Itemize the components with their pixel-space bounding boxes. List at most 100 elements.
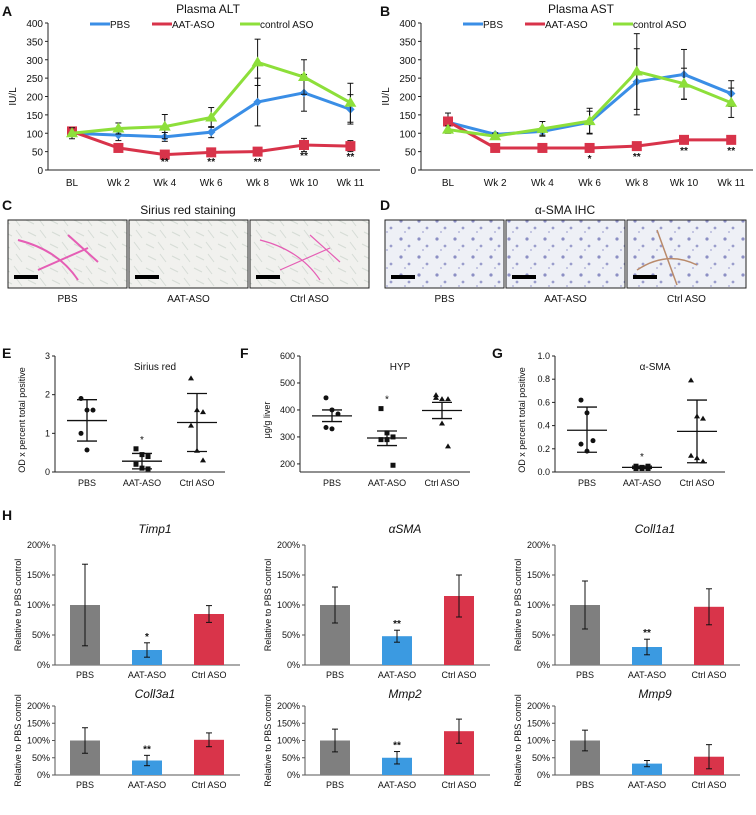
significance-marker: ** bbox=[254, 157, 262, 168]
y-tick-label: 100% bbox=[277, 736, 300, 746]
data-point bbox=[584, 142, 595, 153]
y-tick-label: 100% bbox=[527, 736, 550, 746]
x-tick-label: Wk 2 bbox=[484, 178, 507, 189]
data-point bbox=[200, 409, 206, 415]
chart-title: αSMA bbox=[389, 522, 422, 536]
y-axis-label: μg/g liver bbox=[262, 402, 272, 439]
y-tick-label: 300 bbox=[399, 56, 416, 67]
legend-label: control ASO bbox=[633, 20, 687, 31]
micrograph-label: Ctrl ASO bbox=[667, 294, 706, 305]
chart-title: Coll3a1 bbox=[135, 687, 176, 701]
micrograph-label: PBS bbox=[57, 294, 77, 305]
y-tick-label: 0.6 bbox=[537, 397, 550, 407]
legend-label: AAT-ASO bbox=[172, 20, 215, 31]
data-point bbox=[298, 71, 310, 82]
data-point bbox=[78, 430, 84, 436]
legend-label: AAT-ASO bbox=[545, 20, 588, 31]
scale-bar bbox=[135, 275, 159, 279]
y-tick-label: 50% bbox=[282, 753, 300, 763]
y-tick-label: 500 bbox=[280, 378, 295, 388]
x-tick-label: Wk 4 bbox=[153, 178, 176, 189]
y-tick-label: 100 bbox=[399, 129, 416, 140]
data-point bbox=[384, 437, 390, 443]
y-tick-label: 200% bbox=[27, 540, 50, 550]
data-point bbox=[194, 407, 200, 413]
bar-chart-5: Timp1 0% 50% 100% 150% 200% Relative to PBS co… bbox=[13, 522, 240, 680]
fibrosis-stain bbox=[259, 234, 341, 281]
x-tick-label: Wk 8 bbox=[625, 178, 648, 189]
data-point bbox=[188, 375, 194, 381]
data-point bbox=[378, 406, 384, 412]
sma-stain bbox=[636, 229, 698, 286]
y-tick-label: 150% bbox=[277, 570, 300, 580]
data-point bbox=[159, 149, 170, 160]
y-tick-label: 200% bbox=[527, 701, 550, 711]
line-chart-0: Plasma ALT 0 50 100 150 200 250 300 350 400 IU/L BL… bbox=[8, 2, 380, 189]
x-tick-label: AAT-ASO bbox=[628, 670, 666, 680]
x-tick-label: Ctrl ASO bbox=[441, 670, 476, 680]
data-point bbox=[726, 134, 737, 145]
x-tick-label: Wk 6 bbox=[578, 178, 601, 189]
y-tick-label: 300 bbox=[280, 432, 295, 442]
significance-marker: ** bbox=[393, 619, 401, 630]
x-tick-label: Ctrl ASO bbox=[441, 780, 476, 790]
legend-label: PBS bbox=[110, 20, 130, 31]
x-tick-label: AAT-ASO bbox=[378, 670, 416, 680]
micrograph-panel-1: α-SMA IHC PBS AAT-ASO Ctrl ASO bbox=[384, 203, 747, 305]
y-tick-label: 0% bbox=[37, 770, 50, 780]
data-point bbox=[139, 452, 145, 458]
chart-title: Sirius red bbox=[134, 362, 176, 373]
data-point bbox=[630, 65, 643, 76]
panel-letter: E bbox=[2, 345, 11, 361]
data-point bbox=[688, 377, 694, 383]
data-point bbox=[433, 394, 439, 400]
scale-bar bbox=[14, 275, 38, 279]
bar-chart-6: αSMA 0% 50% 100% 150% 200% Relative to PBS con… bbox=[263, 522, 490, 680]
data-point bbox=[114, 130, 123, 140]
y-axis-label: IU/L bbox=[8, 87, 19, 106]
significance-marker: ** bbox=[300, 151, 308, 162]
x-tick-label: PBS bbox=[578, 478, 596, 488]
y-tick-label: 150% bbox=[527, 570, 550, 580]
chart-title: Plasma ALT bbox=[176, 2, 240, 16]
data-point bbox=[678, 77, 690, 88]
x-tick-label: AAT-ASO bbox=[128, 780, 166, 790]
data-point bbox=[200, 457, 206, 463]
data-point bbox=[133, 461, 139, 467]
x-tick-label: AAT-ASO bbox=[628, 780, 666, 790]
y-tick-label: 250 bbox=[26, 74, 43, 85]
chart-title: Plasma AST bbox=[548, 2, 615, 16]
y-tick-label: 0% bbox=[537, 660, 550, 670]
y-axis-label: Relative to PBS control bbox=[263, 694, 273, 787]
data-point bbox=[158, 120, 171, 131]
data-point bbox=[329, 407, 335, 413]
y-axis-label: OD x percent total positive bbox=[517, 367, 527, 473]
panel-letter: B bbox=[380, 3, 390, 19]
data-point bbox=[439, 420, 445, 426]
data-point bbox=[188, 422, 194, 428]
y-tick-label: 50% bbox=[532, 753, 550, 763]
y-tick-label: 150 bbox=[399, 111, 416, 122]
y-tick-label: 50% bbox=[32, 630, 50, 640]
data-point bbox=[583, 115, 596, 126]
y-tick-label: 0% bbox=[537, 770, 550, 780]
chart-title: Timp1 bbox=[138, 522, 171, 536]
data-point bbox=[139, 465, 145, 471]
y-tick-label: 150% bbox=[27, 570, 50, 580]
data-point bbox=[590, 438, 596, 444]
data-point bbox=[344, 96, 357, 107]
y-tick-label: 50% bbox=[532, 630, 550, 640]
y-tick-label: 0 bbox=[410, 166, 416, 177]
bar bbox=[632, 763, 662, 775]
x-tick-label: AAT-ASO bbox=[378, 780, 416, 790]
y-tick-label: 400 bbox=[399, 19, 416, 30]
y-tick-label: 200% bbox=[27, 701, 50, 711]
data-point bbox=[205, 111, 218, 122]
data-point bbox=[335, 411, 341, 417]
x-tick-label: PBS bbox=[326, 670, 344, 680]
x-tick-label: Ctrl ASO bbox=[679, 478, 714, 488]
data-point bbox=[206, 127, 216, 137]
data-point bbox=[84, 447, 90, 453]
micrograph-label: AAT-ASO bbox=[544, 294, 587, 305]
y-tick-label: 350 bbox=[399, 37, 416, 48]
